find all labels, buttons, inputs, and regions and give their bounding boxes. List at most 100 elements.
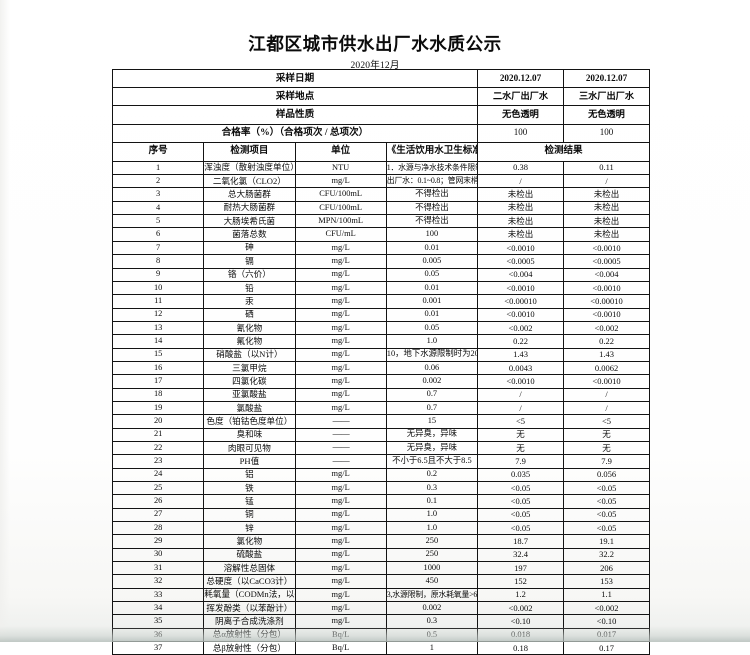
cell-result-plant2: <0.004 [477,267,564,282]
cell-result-plant3: 206 [563,561,650,576]
cell-index: 14 [111,334,205,349]
table-row: 16 三氯甲烷 mg/L 0.06 0.0043 0.0062 [111,360,650,376]
info-value-plant2: 无色透明 [477,105,564,125]
cell-result-plant2: 1.2 [477,587,564,603]
table-row: 27 铜 mg/L 1.0 <0.05 <0.05 [111,507,650,523]
cell-result-plant3: 0.17 [563,641,650,655]
cell-standard-limit: 0.005 [385,254,479,269]
cell-unit: mg/L [294,547,387,563]
cell-standard-limit: 0.06 [385,360,479,376]
cell-standard-limit: 0.1 [385,494,479,509]
cell-result-plant2: <0.05 [477,480,564,496]
info-row: 样品性质 无色透明 无色透明 [112,105,650,125]
cell-index: 8 [111,254,205,269]
table-row: 28 锌 mg/L 1.0 <0.05 <0.05 [111,521,650,536]
cell-standard-limit: 无异臭，异味 [385,440,479,456]
cell-result-plant2: <5 [477,414,564,429]
table-row: 25 铁 mg/L 0.3 <0.05 <0.05 [111,480,650,496]
cell-result-plant3: 0.056 [563,467,650,483]
table-row: 37 总β放射性（分包） Bq/L 1 0.18 0.17 [111,641,650,655]
cell-standard-limit: 1.0 [385,521,479,536]
info-value-plant2: 二水厂出厂水 [477,87,564,107]
cell-result-plant2: 0.0043 [477,360,564,376]
cell-result-plant3: 0.22 [563,334,650,349]
page-subtitle: 2020年12月 [350,61,400,71]
cell-result-plant2: 0.035 [477,467,564,483]
table-row: 18 亚氯酸盐 mg/L 0.7// [111,387,650,402]
cell-result-plant3: 未检出 [563,187,650,202]
table-row: 35 阴离子合成洗涤剂 mg/L 0.3 <0.10 <0.10 [111,614,650,629]
cell-item-name: 硫酸盐 [203,547,296,563]
cell-unit: mg/L [294,387,387,402]
cell-unit: mg/L [294,174,387,189]
cell-result-plant2: 18.7 [477,534,564,549]
cell-unit: —— [294,440,387,456]
cell-result-plant2: 未检出 [477,214,564,229]
cell-unit: mg/L [294,307,387,322]
cell-result-plant3: 32.2 [563,547,650,563]
cell-index: 23 [111,454,205,469]
cell-index: 24 [111,467,205,483]
cell-item-name: 阴离子合成洗涤剂 [203,614,296,629]
cell-result-plant2: 32.4 [477,547,564,563]
cell-standard-limit: 出厂水：0.1~0.8；管网末梢水：≥0.02 [385,174,479,189]
cell-standard-limit: 1.0 [385,507,479,523]
cell-item-name: 肉眼可见物 [203,440,296,456]
table-row: 13 氰化物 mg/L 0.05 <0.002 <0.002 [111,320,650,336]
table-row: 23 PH值 —— 不小于6.5且不大于8.5 7.9 7.9 [111,454,650,469]
cell-result-plant3: 19.1 [563,534,650,549]
cell-standard-limit: 100 [385,227,479,242]
table-row: 29 氯化物 mg/L 250 18.7 19.1 [111,534,650,549]
cell-standard-limit: 450 [385,574,479,589]
cell-result-plant3: 未检出 [563,214,650,229]
info-row-label: 合格率（%）（合格项次 / 总项次） [112,123,478,143]
cell-item-name: 铝 [203,467,296,483]
cell-result-plant2: 0.22 [477,334,564,349]
table-row: 15 硝酸盐（以N计） mg/L 10，地下水源限制时为20 1.43 1.43 [111,347,650,362]
table-row: 34 挥发酚类（以苯酚计） mg/L 0.002 <0.002 <0.002 [111,601,650,616]
cell-item-name: 挥发酚类（以苯酚计） [203,601,296,616]
cell-item-name: 铜 [203,507,296,523]
table-row: 6 菌落总数 CFU/mL 100 未检出 未检出 [111,227,650,242]
cell-unit: CFU/100mL [294,200,387,216]
cell-result-plant2: 0.38 [477,160,564,176]
cell-unit: mg/L [294,400,387,416]
cell-result-plant2: 0.018 [477,627,564,643]
cell-unit: mg/L [294,534,387,549]
table-row: 7 砷 mg/L 0.01 <0.0010 <0.0010 [111,240,650,256]
cell-item-name: 铬（六价） [203,267,296,282]
cell-unit: mg/L [294,240,387,256]
cell-result-plant3: / [563,400,650,416]
cell-unit: CFU/100mL [294,187,387,202]
cell-result-plant3: 0.017 [563,627,650,643]
column-header-results: 检测结果 [477,141,650,162]
cell-result-plant3: 1.1 [563,587,650,603]
cell-index: 30 [111,547,205,563]
cell-result-plant2: 未检出 [477,227,564,242]
cell-standard-limit: 250 [385,534,479,549]
table-row: 3 总大肠菌群 CFU/100mL 不得检出 未检出 未检出 [111,187,650,202]
column-header-standard: 《生活饮用水卫生标准》 GB5749 [385,141,479,162]
cell-index: 10 [111,280,205,296]
cell-item-name: 菌落总数 [203,227,296,242]
cell-standard-limit: 3,水源限制，原水耗氧量>6mg/L时为5 [385,587,479,603]
cell-index: 1 [111,160,205,176]
water-quality-table-container: 采样日期 2020.12.07 2020.12.07 采样地点 二水厂出厂水 三水厂出厂水… [111,68,650,655]
cell-result-plant2: 未检出 [477,200,564,216]
cell-result-plant3: <0.002 [563,320,650,336]
info-row-label: 样品性质 [112,105,478,125]
cell-index: 6 [111,227,205,242]
cell-item-name: 二氧化氯（CLO2） [203,174,296,189]
cell-unit: mg/L [294,374,387,389]
cell-standard-limit: 无异臭，异味 [385,427,479,442]
cell-item-name: 氰化物 [203,320,296,336]
column-header-index: 序号 [111,141,205,162]
cell-unit: MPN/100mL [294,214,387,229]
cell-index: 31 [111,561,205,576]
cell-result-plant2: 0.18 [477,641,564,655]
cell-unit: mg/L [294,347,387,362]
table-row: 30 硫酸盐 mg/L 250 32.4 32.2 [111,547,650,563]
